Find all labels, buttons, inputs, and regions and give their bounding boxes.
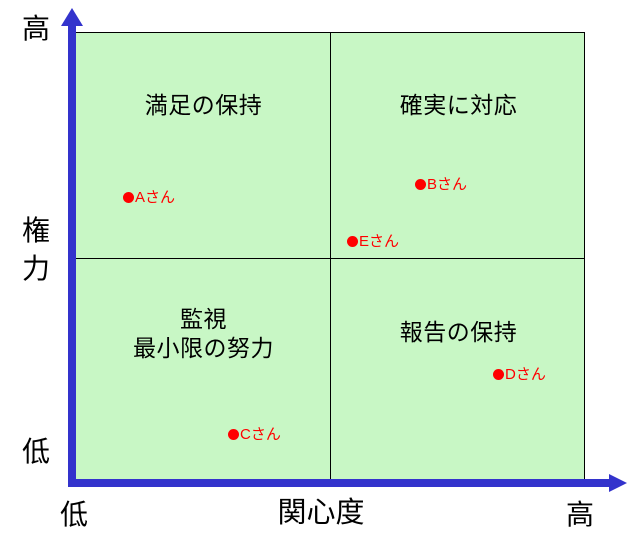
point-marker-icon xyxy=(415,179,426,190)
data-point-a[interactable]: Aさん xyxy=(123,190,175,205)
quadrant-label-top-left: 満足の保持 xyxy=(144,92,263,118)
quadrant-label-top-right: 確実に対応 xyxy=(399,92,518,118)
data-point-d-label: Dさん xyxy=(505,366,546,383)
data-point-e[interactable]: Eさん xyxy=(347,234,399,249)
point-marker-icon xyxy=(493,369,504,380)
point-marker-icon xyxy=(228,429,239,440)
data-point-e-label: Eさん xyxy=(359,233,400,250)
point-marker-icon xyxy=(347,236,358,247)
data-point-c-label: Cさん xyxy=(240,426,281,443)
quadrant-label-bottom-right: 報告の保持 xyxy=(399,319,518,345)
data-point-c[interactable]: Cさん xyxy=(228,427,281,442)
data-point-d[interactable]: Dさん xyxy=(493,367,546,382)
y-axis-line xyxy=(68,24,76,487)
point-marker-icon xyxy=(123,192,134,203)
x-axis-title: 関心度 xyxy=(277,497,365,529)
y-axis-tick-low: 低 xyxy=(21,436,50,467)
data-point-b-label: Bさん xyxy=(427,176,468,193)
y-axis-title: 権 力 xyxy=(21,215,50,284)
x-axis-tick-high: 高 xyxy=(565,499,594,530)
x-axis-arrow-icon xyxy=(609,474,627,492)
quadrant-divider-horizontal xyxy=(76,258,584,259)
x-axis-line xyxy=(68,479,614,487)
plot-area: 満足の保持 確実に対応 監視 最小限の努力 報告の保持 Aさん Bさん Eさん … xyxy=(75,32,585,484)
data-point-a-label: Aさん xyxy=(135,189,176,206)
x-axis-tick-low: 低 xyxy=(59,499,88,530)
data-point-b[interactable]: Bさん xyxy=(415,177,467,192)
y-axis-tick-high: 高 xyxy=(21,13,50,44)
y-axis-arrow-icon xyxy=(61,8,83,26)
quadrant-label-bottom-left: 監視 最小限の努力 xyxy=(133,306,274,361)
